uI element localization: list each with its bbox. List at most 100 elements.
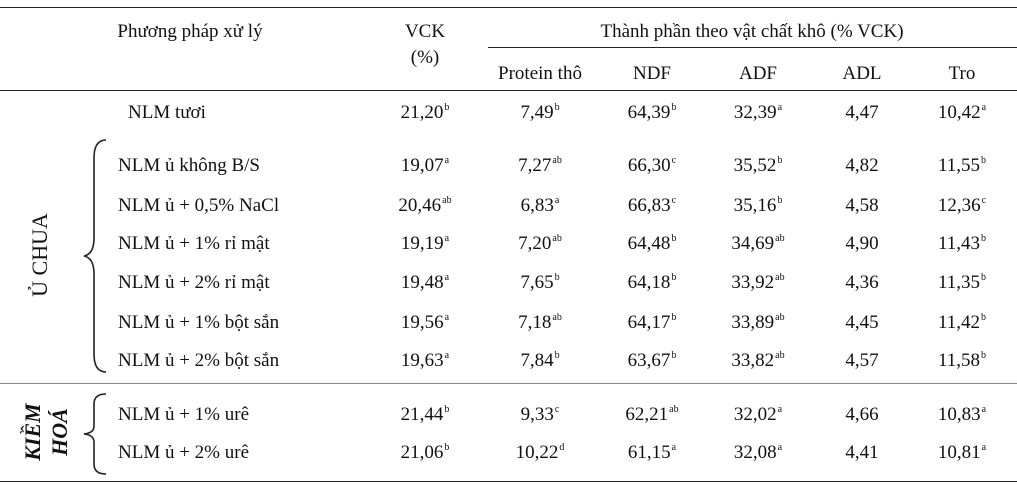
table-cell: 4,47 bbox=[845, 102, 878, 124]
significance-superscript: b bbox=[554, 350, 560, 361]
significance-superscript: a bbox=[777, 442, 783, 453]
significance-superscript: b bbox=[981, 272, 987, 283]
cell-value: 66,83 bbox=[627, 195, 671, 216]
header-method: Phương pháp xử lý bbox=[117, 21, 263, 42]
cell-value: 4,82 bbox=[845, 155, 879, 176]
row-label: NLM ủ + 1% urê bbox=[118, 404, 250, 425]
significance-superscript: a bbox=[444, 272, 450, 283]
cell-value: 11,43 bbox=[937, 233, 981, 254]
table-cell: 4,57 bbox=[845, 350, 878, 372]
cell-value: 20,46 bbox=[398, 195, 442, 216]
cell-value: 32,02 bbox=[733, 404, 777, 425]
table-cell: 35,52b bbox=[734, 155, 783, 177]
cell-value: 4,66 bbox=[845, 404, 879, 425]
header-composition: Thành phần theo vật chất khô (% VCK) bbox=[600, 21, 904, 42]
table-cell: 11,42b bbox=[938, 312, 986, 334]
cell-value: 7,18 bbox=[518, 312, 552, 333]
cell-value: 33,82 bbox=[731, 350, 775, 371]
group-label-u-chua: Ủ CHUA bbox=[27, 213, 52, 297]
table-cell: 20,46ab bbox=[398, 195, 451, 217]
significance-superscript: ab bbox=[775, 272, 785, 283]
row-label: NLM ủ + 1% bột sắn bbox=[118, 312, 280, 333]
significance-superscript: b bbox=[671, 272, 677, 283]
table-cell: 4,45 bbox=[845, 312, 878, 334]
cell-value: 32,39 bbox=[733, 102, 777, 123]
table-cell: 32,39a bbox=[734, 102, 782, 124]
table-cell: 66,30c bbox=[628, 155, 676, 177]
table-cell: 61,15a bbox=[628, 442, 676, 464]
cell-value: 66,30 bbox=[627, 155, 671, 176]
table-cell: 11,55b bbox=[938, 155, 986, 177]
header-col-adl: ADL bbox=[842, 63, 882, 84]
significance-superscript: b bbox=[671, 233, 677, 244]
cell-value: 33,89 bbox=[731, 312, 775, 333]
table-cell: 19,48a bbox=[401, 272, 449, 294]
row-label: NLM ủ + 2% rỉ mật bbox=[118, 272, 270, 293]
cell-value: 7,27 bbox=[518, 155, 552, 176]
table-cell: 11,43b bbox=[938, 233, 986, 255]
cell-value: 4,47 bbox=[845, 102, 879, 123]
top-rule bbox=[0, 7, 1017, 8]
significance-superscript: c bbox=[671, 155, 677, 166]
table-cell: 33,82ab bbox=[731, 350, 784, 372]
significance-superscript: a bbox=[671, 442, 677, 453]
table-cell: 62,21ab bbox=[625, 404, 678, 426]
significance-superscript: ab bbox=[552, 233, 562, 244]
brace-kiem-hoa bbox=[83, 393, 107, 475]
cell-value: 35,52 bbox=[733, 155, 777, 176]
significance-superscript: a bbox=[444, 233, 450, 244]
cell-value: 19,56 bbox=[400, 312, 444, 333]
table-cell: 10,81a bbox=[938, 442, 986, 464]
significance-superscript: ab bbox=[552, 312, 562, 323]
row-label: NLM tươi bbox=[128, 102, 206, 123]
header-bottom-rule bbox=[0, 90, 1017, 91]
cell-value: 7,84 bbox=[520, 350, 554, 371]
table-cell: 21,44b bbox=[401, 404, 450, 426]
significance-superscript: b bbox=[671, 312, 677, 323]
table-cell: 66,83c bbox=[628, 195, 676, 217]
cell-value: 12,36 bbox=[937, 195, 981, 216]
table-cell: 19,07a bbox=[401, 155, 449, 177]
cell-value: 21,06 bbox=[400, 442, 444, 463]
cell-value: 11,35 bbox=[937, 272, 981, 293]
cell-value: 19,19 bbox=[400, 233, 444, 254]
significance-superscript: ab bbox=[775, 350, 785, 361]
significance-superscript: a bbox=[444, 312, 450, 323]
significance-superscript: b bbox=[981, 350, 987, 361]
cell-value: 64,17 bbox=[627, 312, 671, 333]
significance-superscript: b bbox=[554, 102, 560, 113]
row-label: NLM ủ + 0,5% NaCl bbox=[118, 195, 280, 216]
header-col-tro: Tro bbox=[948, 63, 976, 84]
table-cell: 19,63a bbox=[401, 350, 449, 372]
significance-superscript: c bbox=[981, 195, 987, 206]
cell-value: 4,41 bbox=[845, 442, 879, 463]
table-cell: 11,35b bbox=[938, 272, 986, 294]
significance-superscript: a bbox=[554, 195, 560, 206]
cell-value: 11,42 bbox=[937, 312, 981, 333]
cell-value: 10,22 bbox=[515, 442, 559, 463]
table-cell: 4,41 bbox=[845, 442, 878, 464]
group-label-hoa: HOÁ bbox=[47, 408, 72, 456]
cell-value: 9,33 bbox=[520, 404, 554, 425]
cell-value: 10,83 bbox=[937, 404, 981, 425]
cell-value: 10,42 bbox=[937, 102, 981, 123]
row-label: NLM ủ không B/S bbox=[118, 155, 260, 176]
table-cell: 34,69ab bbox=[731, 233, 784, 255]
composition-underline bbox=[488, 47, 1017, 48]
cell-value: 61,15 bbox=[627, 442, 671, 463]
cell-value: 11,55 bbox=[937, 155, 981, 176]
significance-superscript: ab bbox=[552, 155, 562, 166]
row-label: NLM ủ + 2% bột sắn bbox=[118, 350, 280, 371]
brace-u-chua bbox=[83, 139, 107, 373]
table-cell: 32,08a bbox=[734, 442, 782, 464]
significance-superscript: b bbox=[777, 195, 783, 206]
cell-value: 4,36 bbox=[845, 272, 879, 293]
significance-superscript: a bbox=[981, 404, 987, 415]
bottom-rule bbox=[0, 481, 1017, 482]
header-vck: VCK bbox=[404, 21, 446, 42]
cell-value: 19,48 bbox=[400, 272, 444, 293]
cell-value: 64,39 bbox=[627, 102, 671, 123]
significance-superscript: b bbox=[777, 155, 783, 166]
significance-superscript: b bbox=[671, 350, 677, 361]
table-cell: 4,90 bbox=[845, 233, 878, 255]
